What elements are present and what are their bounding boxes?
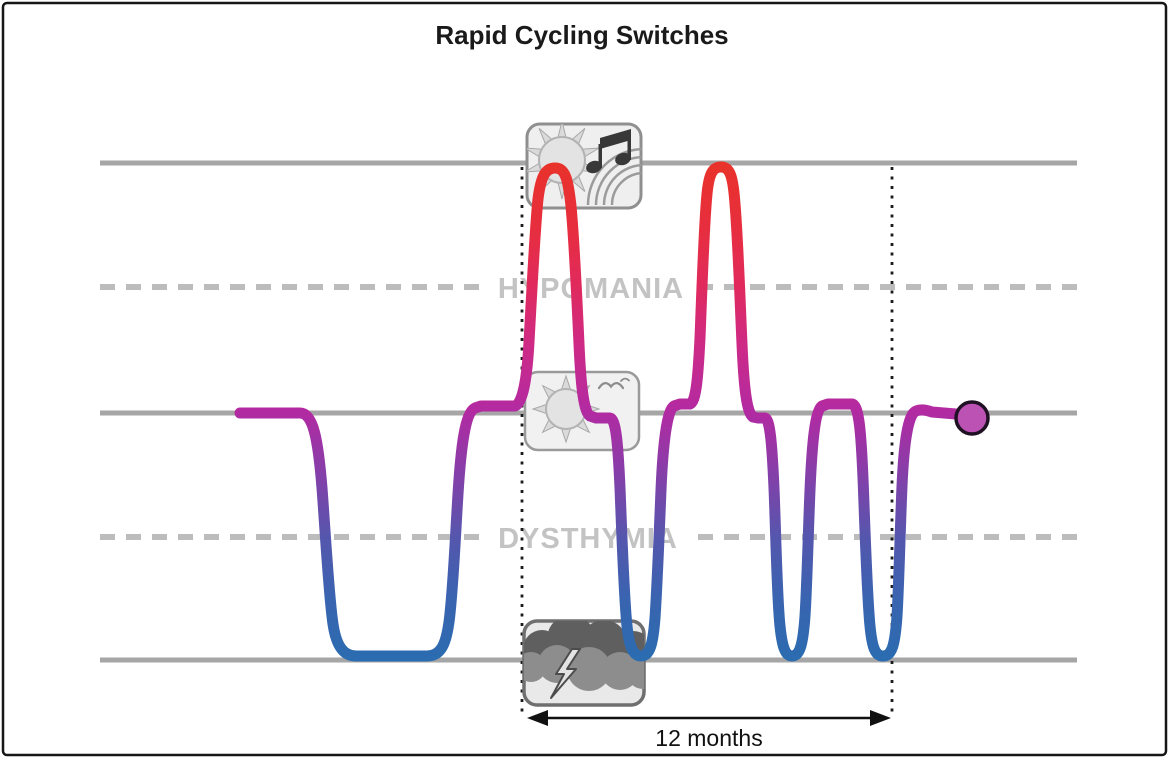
lightning-icon — [550, 648, 581, 699]
current-mood-endpoint — [954, 400, 990, 436]
duration-arrow — [527, 710, 891, 726]
arrowhead-right — [870, 710, 891, 726]
page-title: Rapid Cycling Switches — [435, 20, 728, 50]
mood-curve — [234, 161, 962, 662]
birds-icon — [597, 377, 630, 390]
hypomania-label-gap — [479, 268, 703, 306]
swoosh-arcs-icon — [586, 147, 641, 206]
storm-clouds-icon — [524, 621, 644, 691]
arrowhead-left — [527, 710, 548, 726]
duration-label: 12 months — [655, 725, 762, 751]
dysthymia-label: DYSTHYMIA — [498, 523, 678, 555]
depression-icon — [522, 619, 646, 707]
music-notes-icon — [586, 129, 631, 174]
